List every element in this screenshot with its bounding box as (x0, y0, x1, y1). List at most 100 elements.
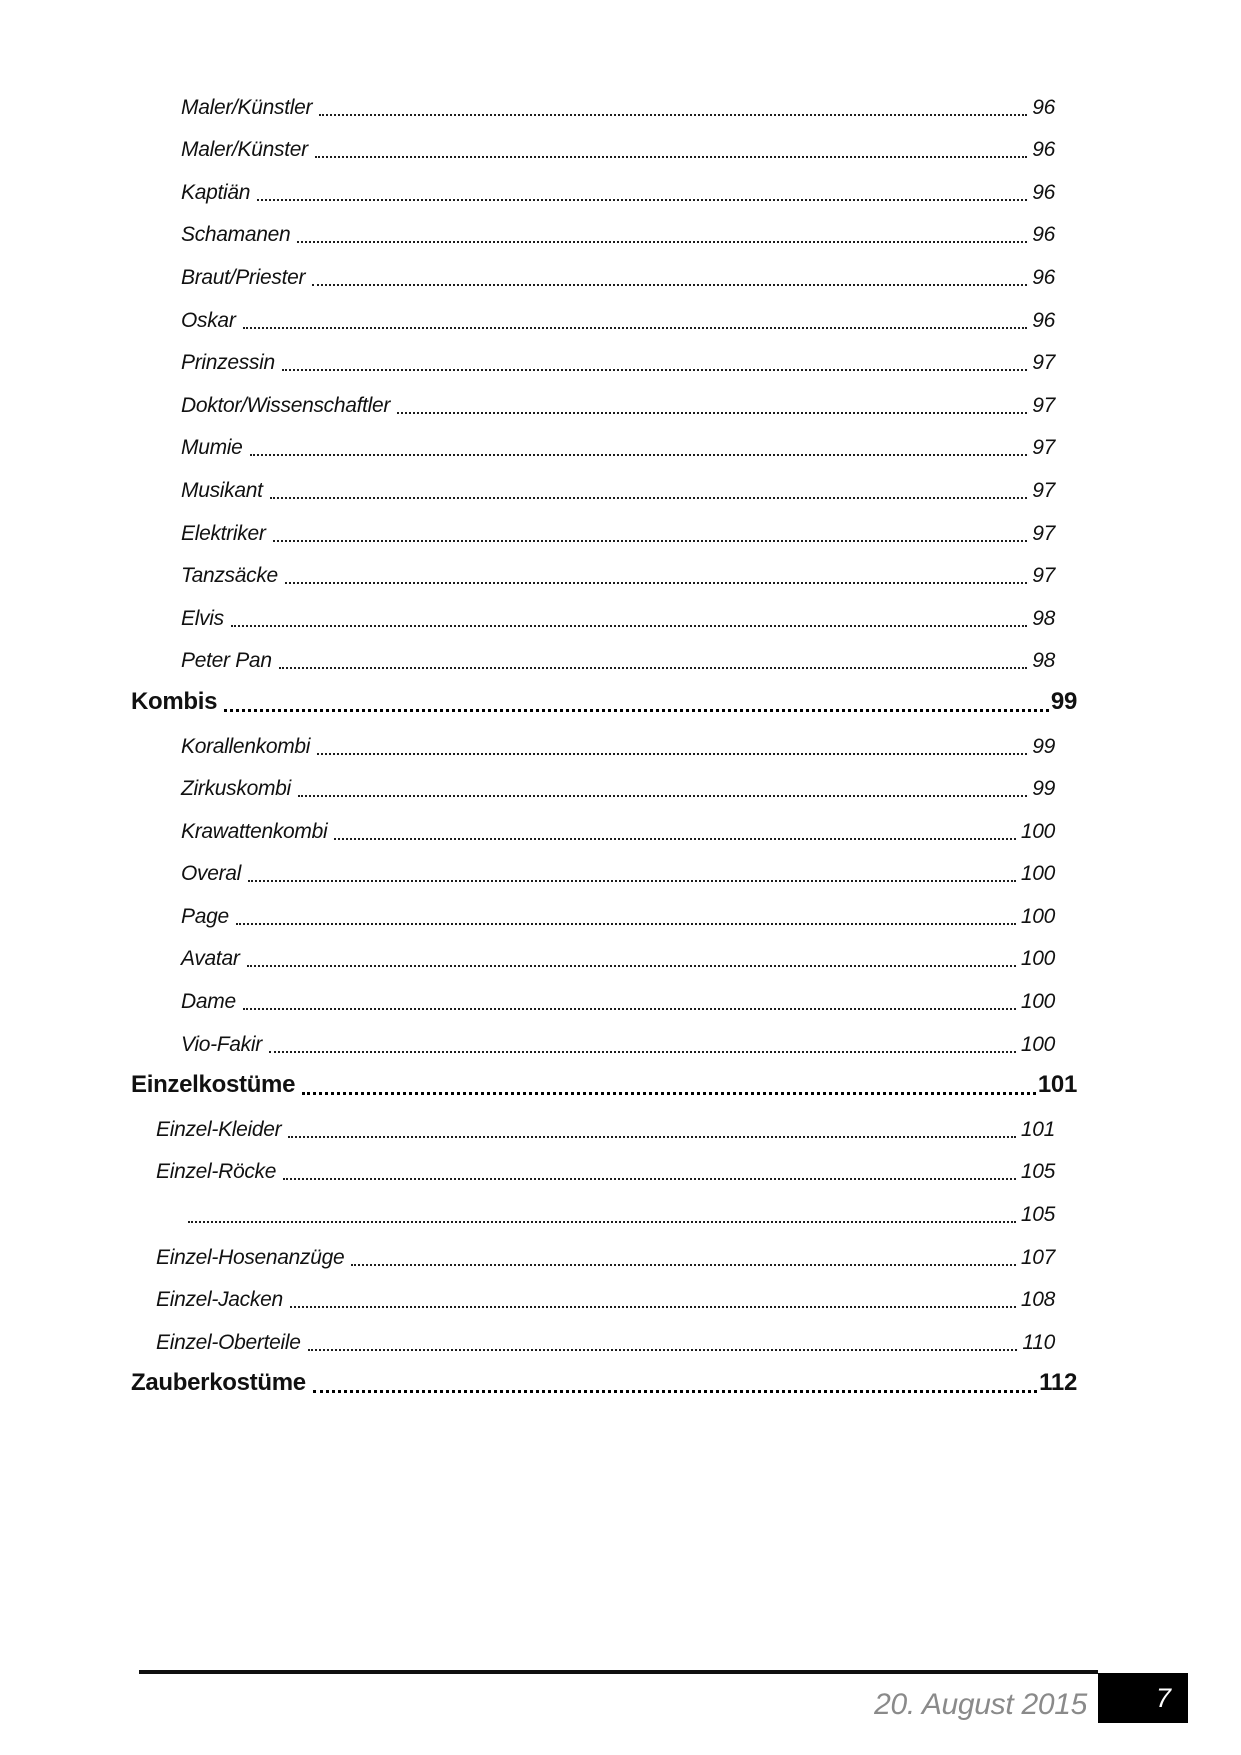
toc-entry-label: Overal (181, 862, 242, 886)
toc-entry[interactable]: Maler/Künster 96 (0, 127, 1241, 170)
toc-entry-label: Mumie (181, 436, 243, 460)
dotted-leader (235, 922, 1016, 925)
toc-entry-page-number: 100 (1020, 947, 1055, 971)
toc-entry-page-number: 100 (1020, 990, 1055, 1014)
toc-entry-label: Einzel-Hosenanzüge (156, 1245, 345, 1269)
toc-entry-label: Zauberkostüme (131, 1369, 306, 1397)
toc-entry-page-number: 96 (1032, 95, 1055, 119)
toc-entry-label: Maler/Künstler (181, 95, 313, 119)
toc-entry[interactable]: Zirkuskombi 99 (0, 766, 1241, 809)
dotted-leader (246, 965, 1016, 968)
dotted-leader (248, 880, 1016, 883)
dotted-leader (319, 113, 1028, 116)
dotted-leader (351, 1263, 1016, 1266)
dotted-leader (188, 1221, 1016, 1224)
dotted-leader (249, 454, 1028, 457)
toc-entry-page-number: 100 (1020, 904, 1055, 928)
toc-entry-label: Kaptiän (181, 180, 251, 204)
toc-entry[interactable]: Overal 100 (0, 851, 1241, 894)
toc-entry-page-number: 99 (1032, 777, 1055, 801)
dotted-leader (312, 283, 1028, 286)
toc-entry-label: Musikant (181, 478, 263, 502)
toc-entry[interactable]: Page 100 (0, 893, 1241, 936)
dotted-leader (283, 1178, 1016, 1181)
toc-entry-page-number: 96 (1032, 180, 1055, 204)
toc-entry-page-number: 96 (1032, 308, 1055, 332)
toc-entry-label: Zirkuskombi (181, 777, 291, 801)
toc-entry[interactable]: Maler/Künstler 96 (0, 84, 1241, 127)
toc-entry-label: Kombis (131, 687, 218, 715)
footer-divider (139, 1670, 1098, 1674)
toc-entry[interactable]: Einzel-Hosenanzüge 107 (0, 1234, 1241, 1277)
toc-entry-label: Vio-Fakir (181, 1032, 262, 1056)
toc-entry[interactable]: Doktor/Wissenschaftler 97 (0, 382, 1241, 425)
toc-entry[interactable]: Zauberkostüme 112 (0, 1362, 1241, 1405)
dotted-leader (272, 539, 1028, 542)
toc-entry[interactable]: Krawattenkombi 100 (0, 808, 1241, 851)
dotted-leader (257, 198, 1028, 201)
dotted-leader (397, 411, 1028, 414)
toc-entry-page-number: 105 (1020, 1203, 1055, 1227)
toc-entry-page-number: 98 (1032, 649, 1055, 673)
toc-entry[interactable]: Einzel-Kleider 101 (0, 1106, 1241, 1149)
toc-entry-label: Braut/Priester (181, 265, 306, 289)
dotted-leader (242, 1008, 1016, 1011)
toc-entry[interactable]: Musikant 97 (0, 467, 1241, 510)
toc-entry[interactable]: Prinzessin 97 (0, 340, 1241, 383)
toc-entry-page-number: 97 (1032, 478, 1055, 502)
toc-entry-label: Elektriker (181, 521, 266, 545)
table-of-contents: Maler/Künstler 96 Maler/Künster 96 Kapti… (0, 84, 1241, 1404)
toc-entry-page-number: 96 (1032, 223, 1055, 247)
toc-entry[interactable]: Schamanen 96 (0, 212, 1241, 255)
dotted-leader (242, 326, 1028, 329)
toc-entry[interactable]: Mumie 97 (0, 425, 1241, 468)
page-number-box: 7 (1098, 1673, 1188, 1723)
toc-entry-page-number: 107 (1020, 1245, 1055, 1269)
toc-entry-page-number: 101 (1020, 1117, 1055, 1141)
toc-entry[interactable]: Kaptiän 96 (0, 169, 1241, 212)
toc-entry-page-number: 108 (1020, 1288, 1055, 1312)
toc-entry-label: Einzelkostüme (131, 1071, 296, 1099)
toc-entry[interactable]: Tanzsäcke 97 (0, 553, 1241, 596)
toc-entry-label: Oskar (181, 308, 236, 332)
toc-entry-page-number: 98 (1032, 606, 1055, 630)
toc-entry-page-number: 100 (1020, 862, 1055, 886)
dotted-leader (281, 369, 1028, 372)
dotted-leader (314, 156, 1028, 159)
toc-entry-label: Prinzessin (181, 351, 275, 375)
toc-entry[interactable]: Einzelkostüme 101 (0, 1064, 1241, 1107)
toc-entry[interactable]: Einzel-Röcke 105 (0, 1149, 1241, 1192)
toc-entry-label: Korallenkombi (181, 734, 311, 758)
toc-entry-label: Doktor/Wissenschaftler (181, 393, 391, 417)
toc-entry[interactable]: Oskar 96 (0, 297, 1241, 340)
toc-entry[interactable]: Dame 100 (0, 978, 1241, 1021)
dotted-leader (302, 1092, 1036, 1096)
toc-entry-page-number: 101 (1037, 1071, 1077, 1099)
toc-entry[interactable]: Braut/Priester 96 (0, 254, 1241, 297)
dotted-leader (278, 667, 1028, 670)
toc-entry-label: Dame (181, 990, 236, 1014)
toc-entry-page-number: 99 (1050, 687, 1077, 715)
dotted-leader (297, 795, 1028, 798)
toc-entry[interactable]: Peter Pan 98 (0, 638, 1241, 681)
toc-entry[interactable]: Einzel-Jacken 108 (0, 1277, 1241, 1320)
toc-entry-label: Elvis (181, 606, 224, 630)
toc-entry[interactable]: Korallenkombi 99 (0, 723, 1241, 766)
dotted-leader (297, 241, 1028, 244)
toc-entry-page-number: 97 (1032, 393, 1055, 417)
toc-entry-page-number: 100 (1020, 819, 1055, 843)
toc-entry[interactable]: Einzel-Oberteile 110 (0, 1319, 1241, 1362)
toc-entry[interactable]: Vio-Fakir 100 (0, 1021, 1241, 1064)
dotted-leader (288, 1135, 1016, 1138)
toc-entry-label: Avatar (181, 947, 240, 971)
toc-entry-label: Schamanen (181, 223, 291, 247)
toc-entry[interactable]: Elektriker 97 (0, 510, 1241, 553)
toc-entry[interactable]: 105 (0, 1191, 1241, 1234)
dotted-leader (224, 708, 1049, 712)
toc-entry[interactable]: Avatar 100 (0, 936, 1241, 979)
toc-entry[interactable]: Kombis 99 (0, 680, 1241, 723)
toc-entry-page-number: 96 (1032, 138, 1055, 162)
toc-entry[interactable]: Elvis 98 (0, 595, 1241, 638)
toc-entry-label: Tanzsäcke (181, 564, 278, 588)
